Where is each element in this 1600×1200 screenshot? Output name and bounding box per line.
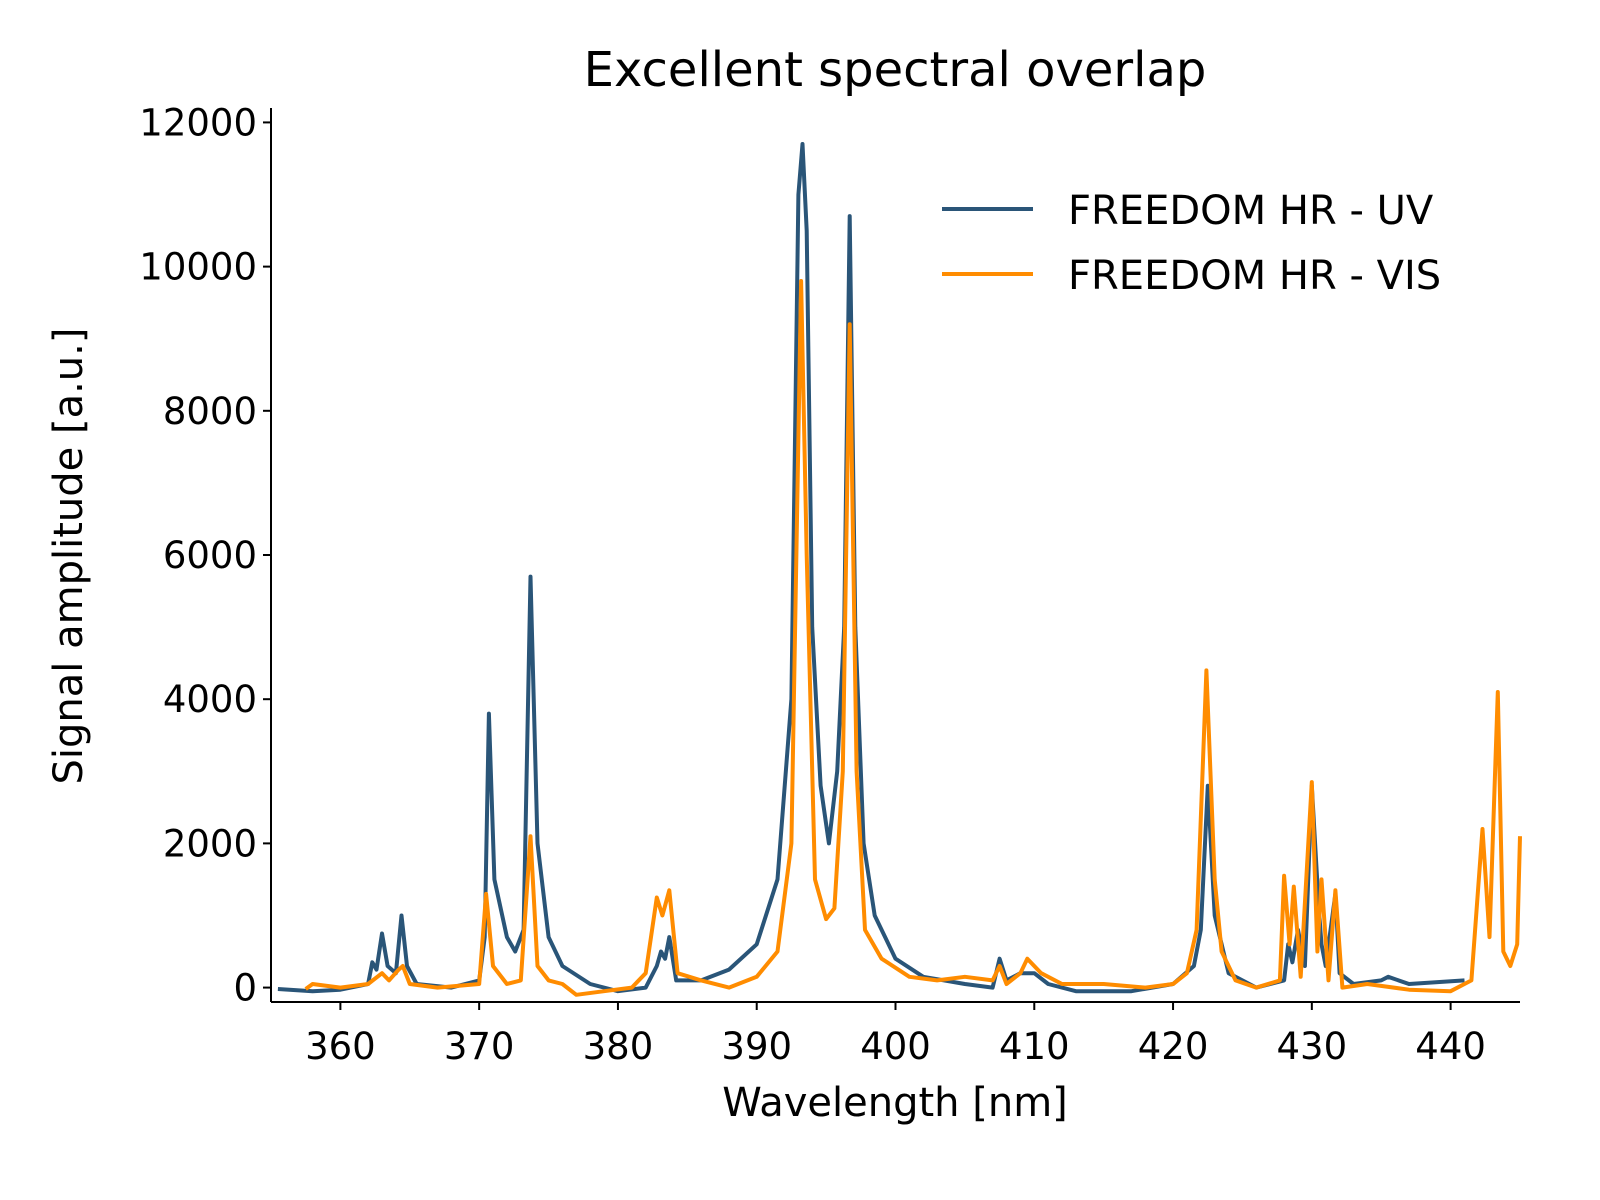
x-ticks: 360 370 380 390 400 410 420 430 440 — [305, 1002, 1486, 1068]
y-axis-label: Signal amplitude [a.u.] — [46, 328, 92, 785]
x-tick-label: 400 — [860, 1025, 931, 1068]
legend-label-uv: FREEDOM HR - UV — [1068, 188, 1434, 234]
x-axis-label: Wavelength [nm] — [722, 1080, 1068, 1126]
x-tick-label: 410 — [999, 1025, 1070, 1068]
y-tick-label: 4000 — [163, 678, 257, 721]
chart-title: Excellent spectral overlap — [584, 42, 1207, 98]
y-tick-label: 0 — [233, 967, 257, 1010]
x-tick-label: 420 — [1138, 1025, 1209, 1068]
y-tick-label: 10000 — [139, 246, 257, 289]
y-tick-label: 6000 — [163, 534, 257, 577]
x-tick-label: 390 — [721, 1025, 792, 1068]
y-tick-label: 12000 — [139, 101, 257, 144]
x-tick-label: 360 — [305, 1025, 376, 1068]
x-tick-label: 370 — [444, 1025, 515, 1068]
legend: FREEDOM HR - UV FREEDOM HR - VIS — [942, 188, 1441, 299]
y-tick-label: 2000 — [163, 822, 257, 865]
x-tick-label: 380 — [583, 1025, 654, 1068]
y-ticks: 0 2000 4000 6000 8000 10000 12000 — [139, 101, 271, 1010]
series-line-vis — [304, 279, 1522, 997]
y-tick-label: 8000 — [163, 390, 257, 433]
legend-label-vis: FREEDOM HR - VIS — [1068, 253, 1441, 299]
x-tick-label: 430 — [1277, 1025, 1348, 1068]
series-layer — [277, 142, 1522, 997]
x-tick-label: 440 — [1415, 1025, 1486, 1068]
